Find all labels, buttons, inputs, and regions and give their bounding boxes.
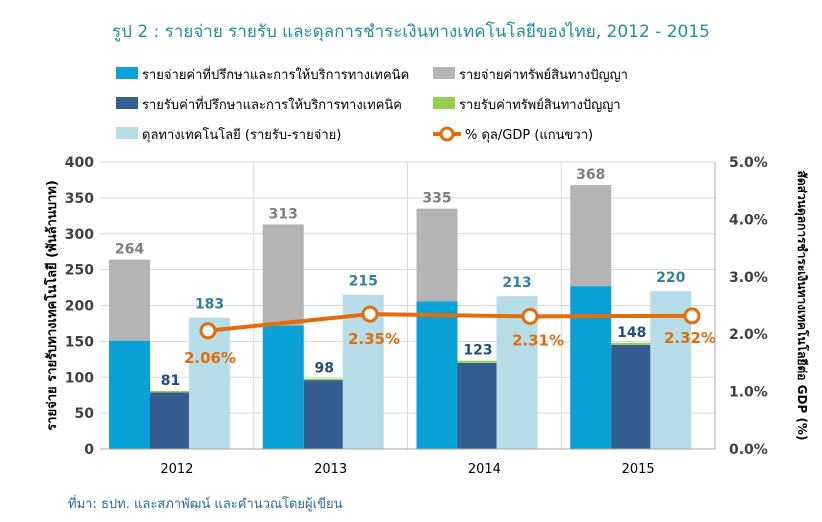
bar-consult-rec [611,344,653,449]
data-labels: 264 81 183 313 98 215 335 123 213 368 148 220 2.06% 2… [115,167,716,389]
gdp-line [199,305,701,340]
y-tick-label: 300 [65,227,94,243]
bar-consult-pay [262,325,304,449]
bar-ip-pay [109,259,150,341]
legend-swatch [433,67,455,79]
y-tick-label: 200 [65,299,94,315]
legend-swatch [116,97,138,109]
bar-balance [189,317,230,449]
bar-ip-pay [570,184,612,287]
bar-ip-rec [303,378,345,381]
y-tick-label: 150 [65,334,94,350]
legend-label: รายรับค่าที่ปรึกษาและการให้บริการทางเทคน… [142,96,402,113]
label-receipts: 81 [161,373,180,389]
label-gdp: 2.06% [184,349,236,367]
legend-swatch [433,97,455,109]
label-balance: 213 [502,275,531,291]
label-gdp: 2.35% [348,330,400,348]
y-tick-label: 50 [75,406,95,422]
y-tick-label: 250 [65,263,94,279]
y-tick-label: 400 [65,155,94,171]
bar-ip-pay [262,224,304,326]
y-tick-label: 0 [84,442,94,458]
label-balance: 183 [195,297,224,313]
label-gdp: 2.31% [512,331,564,349]
gdp-point [683,307,701,325]
gdp-polyline [207,312,693,333]
x-tick-label: 2014 [468,462,501,477]
label-gdp: 2.32% [664,329,716,347]
y2-tick-label: 0.0% [729,442,768,458]
y-tick-label: 100 [65,370,94,386]
bar-consult-pay [109,340,150,449]
chart-title: รูป 2 : รายจ่าย รายรับ และดุลการชำระเงิน… [112,22,710,42]
legend-swatch [116,127,138,139]
bar-consult-pay [570,286,612,449]
legend: รายจ่ายค่าที่ปรึกษาและการให้บริการทางเทค… [116,66,628,143]
bar-consult-pay [416,301,458,449]
bar-ip-pay [416,208,458,302]
label-balance: 220 [656,270,685,286]
y2-tick-label: 3.0% [729,270,768,286]
label-payments: 264 [115,242,144,258]
gdp-point [199,322,217,340]
legend-label: % ดุล/GDP (แกนขวา) [465,128,593,143]
legend-marker-swatch [439,126,455,142]
bar-balance [342,294,384,449]
label-balance: 215 [349,274,378,290]
y-axis-title: รายจ่าย รายรับทางเทคโนโลยี (พันล้านบาท) [43,180,60,431]
y2-tick-label: 1.0% [729,385,768,401]
gdp-point [521,307,539,325]
bar-consult-rec [457,362,499,449]
legend-label: รายรับค่าทรัพย์สินทางปัญญา [459,97,621,113]
y2-tick-label: 4.0% [729,212,768,228]
y-tick-label: 350 [65,191,94,207]
x-tick-label: 2013 [314,462,347,477]
source-note: ที่มา: ธปท. และสภาพัฒน์ และคำนวณโดยผู้เข… [68,497,343,512]
label-payments: 335 [422,191,451,207]
bar-consult-rec [150,392,191,449]
label-receipts: 98 [315,361,334,377]
gdp-point [361,305,379,323]
label-receipts: 123 [463,343,492,359]
label-receipts: 148 [617,325,646,341]
y2-tick-label: 2.0% [729,327,768,343]
label-payments: 368 [576,167,605,183]
x-tick-label: 2012 [160,462,193,477]
y2-tick-label: 5.0% [729,155,768,171]
legend-swatch [116,67,138,79]
bar-ip-rec [150,390,191,393]
bar-ip-rec [611,342,653,345]
label-payments: 313 [269,206,298,222]
legend-label: รายจ่ายค่าที่ปรึกษาและการให้บริการทางเทค… [142,66,409,83]
legend-label: รายจ่ายค่าทรัพย์สินทางปัญญา [459,67,628,83]
legend-label: ดุลทางเทคโนโลยี (รายรับ-รายจ่าย) [142,127,341,143]
bar-consult-rec [303,380,345,449]
bars [109,184,692,449]
y2-axis-title: สัดส่วนดุลการชำระเงินทางเทคโนโลยีต่อ GDP… [794,171,810,441]
axes: 2012 2013 2014 2015 0 50 100 150 200 250 300 350 400… [43,155,810,477]
x-tick-label: 2015 [622,462,655,477]
bar-ip-rec [457,360,499,363]
